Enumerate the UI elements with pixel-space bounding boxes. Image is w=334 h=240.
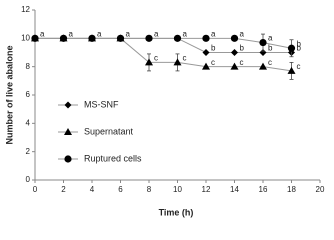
data-label: b: [211, 44, 216, 53]
marker: [59, 34, 68, 42]
marker: [202, 49, 210, 56]
marker: [31, 34, 39, 42]
x-tick-label: 16: [259, 185, 268, 194]
marker: [202, 34, 210, 42]
series-line: [35, 37, 292, 49]
data-label: b: [268, 44, 273, 53]
marker: [231, 49, 238, 56]
data-label: a: [69, 29, 74, 38]
series-line: [35, 37, 292, 72]
data-label: c: [297, 62, 301, 71]
x-tick-label: 0: [33, 185, 38, 194]
data-label: c: [154, 54, 158, 63]
marker: [202, 62, 210, 70]
marker: [259, 62, 267, 70]
marker: [230, 62, 239, 70]
data-label: b: [297, 44, 302, 53]
x-tick-label: 18: [287, 185, 296, 194]
y-tick-label: 0: [26, 175, 31, 184]
chart: Time (h) Number of live abalone 0 2 4 6 8 10 1…: [4, 5, 325, 217]
data-label: b: [297, 39, 302, 48]
x-tick-label: 10: [173, 185, 182, 194]
marker: [145, 58, 153, 66]
x-axis-title: Time (h): [159, 207, 194, 217]
marker: [287, 44, 296, 52]
x-tick-label: 20: [316, 185, 325, 194]
legend-text: Supernatant: [84, 126, 134, 136]
data-label: a: [154, 29, 159, 38]
marker: [173, 34, 182, 42]
x-tick-label: 4: [90, 185, 95, 194]
marker: [64, 101, 72, 109]
y-tick-label: 10: [21, 33, 30, 42]
data-label: c: [268, 58, 272, 67]
marker: [230, 34, 239, 42]
x-tick-label: 12: [202, 185, 211, 194]
y-axis-title: Number of live abalone: [4, 45, 14, 144]
data-label: c: [240, 58, 244, 67]
legend-text: MS-SNF: [84, 99, 119, 109]
data-label: c: [211, 58, 215, 67]
marker: [259, 38, 267, 47]
data-label: c: [183, 54, 187, 63]
x-tick-label: 14: [230, 185, 239, 194]
marker: [64, 155, 72, 163]
x-tick-label: 8: [147, 185, 152, 194]
data-label: a: [183, 29, 188, 38]
data-label: a: [97, 29, 102, 38]
marker: [145, 34, 153, 42]
page: Time (h) Number of live abalone 0 2 4 6 8 10 1…: [4, 5, 325, 218]
marker: [88, 34, 96, 42]
data-label: a: [211, 29, 216, 38]
marker: [287, 66, 296, 74]
y-tick-label: 8: [26, 62, 31, 71]
marker: [173, 58, 182, 66]
y-tick-label: 2: [26, 147, 31, 156]
data-label: a: [240, 29, 245, 38]
series-line: [35, 37, 292, 53]
legend-text: Ruptured cells: [84, 153, 142, 163]
data-label: b: [240, 44, 245, 53]
y-tick-label: 6: [26, 90, 31, 99]
marker: [116, 34, 125, 42]
y-tick-label: 4: [26, 118, 31, 127]
data-label: a: [40, 29, 45, 38]
y-tick-label: 12: [21, 5, 30, 14]
marker: [64, 128, 72, 135]
x-tick-label: 6: [118, 185, 123, 194]
data-label: a: [126, 29, 131, 38]
data-label: a: [268, 34, 273, 43]
x-tick-label: 2: [61, 185, 66, 194]
